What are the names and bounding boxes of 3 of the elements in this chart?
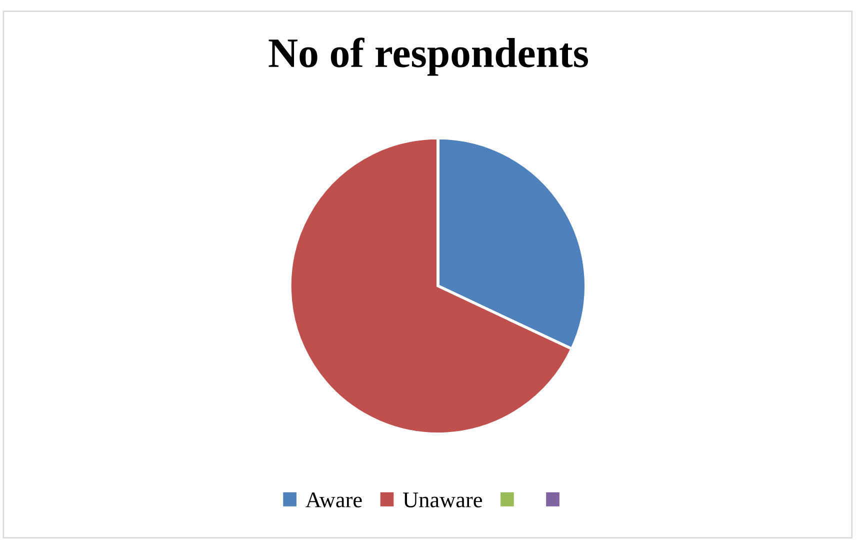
chart-title: No of respondents [268, 38, 588, 76]
legend-label: Unaware [403, 492, 482, 508]
legend-label: Aware [306, 492, 362, 508]
